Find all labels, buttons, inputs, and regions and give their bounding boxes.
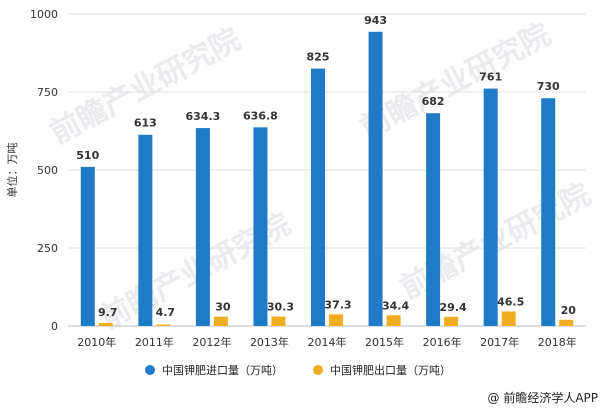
import-data-label: 943	[364, 14, 387, 27]
export-data-label: 34.4	[382, 299, 409, 312]
import-bar	[368, 31, 383, 327]
y-tick-label: 750	[37, 86, 58, 99]
export-bar	[501, 311, 516, 326]
import-bar	[311, 68, 325, 326]
import-data-label: 613	[134, 117, 157, 130]
import-bar	[541, 98, 556, 327]
import-data-label: 634.3	[185, 110, 220, 123]
x-tick-label: 2010年	[77, 335, 116, 349]
export-bar	[213, 316, 228, 326]
legend-label-import: 中国钾肥进口量（万吨）	[162, 363, 283, 377]
export-data-label: 30	[215, 301, 231, 314]
y-tick-label: 500	[37, 164, 58, 177]
export-data-label: 30.3	[267, 301, 294, 314]
import-data-label: 730	[537, 80, 560, 93]
import-bar	[483, 88, 498, 327]
import-bar	[426, 113, 441, 326]
export-bar	[329, 314, 343, 326]
export-bar	[156, 324, 171, 326]
x-tick-label: 2011年	[135, 335, 174, 349]
export-data-label: 20	[561, 304, 577, 317]
y-tick-label: 0	[51, 320, 58, 333]
import-data-label: 682	[422, 95, 445, 108]
legend-label-export: 中国钾肥出口量（万吨）	[330, 363, 451, 377]
x-tick-label: 2018年	[538, 335, 577, 349]
export-data-label: 4.7	[156, 306, 176, 319]
export-data-label: 37.3	[324, 298, 351, 311]
export-bar	[271, 316, 286, 326]
x-tick-label: 2015年	[365, 335, 404, 349]
gridlines	[68, 13, 586, 327]
y-axis-label: 单位：万吨	[5, 143, 19, 198]
import-data-label: 510	[76, 149, 99, 162]
x-tick-label: 2016年	[423, 335, 462, 349]
import-bar	[80, 166, 95, 326]
x-tick-label: 2012年	[192, 335, 231, 349]
watermark-text: 前瞻产业研究院	[45, 22, 247, 151]
y-tick-label: 1000	[30, 8, 58, 21]
import-data-label: 825	[307, 51, 330, 64]
legend-marker-import	[145, 365, 155, 375]
legend: 中国钾肥进口量（万吨） 中国钾肥出口量（万吨）	[145, 363, 451, 377]
export-bar	[559, 319, 574, 326]
x-tick-label: 2014年	[308, 335, 347, 349]
bars: 510 9.7 613 4.7 634.3 30 636.8 30.3 825 37.3 943 34…	[76, 14, 577, 327]
legend-marker-export	[313, 365, 323, 375]
x-tick-label: 2017年	[480, 335, 519, 349]
export-bar	[386, 315, 401, 326]
export-bar	[444, 316, 459, 326]
import-data-label: 761	[479, 71, 502, 84]
x-tick-label: 2013年	[250, 335, 289, 349]
export-bar	[98, 322, 113, 326]
x-axis-ticks: 2010年 2011年 2012年 2013年 2014年 2015年 2016年 2017年…	[77, 335, 576, 349]
source-credit: @ 前瞻经济学人APP	[488, 390, 599, 405]
import-data-label: 636.8	[243, 109, 278, 122]
watermark-text: 前瞻产业研究院	[355, 17, 557, 146]
import-bar	[138, 134, 153, 326]
import-bar	[253, 127, 268, 327]
export-data-label: 9.7	[98, 306, 118, 319]
y-tick-label: 250	[37, 242, 58, 255]
import-bar	[195, 128, 210, 326]
y-axis-ticks: 0 250 500 750 1000	[30, 8, 58, 333]
export-data-label: 29.4	[440, 301, 467, 314]
export-data-label: 46.5	[497, 295, 524, 308]
